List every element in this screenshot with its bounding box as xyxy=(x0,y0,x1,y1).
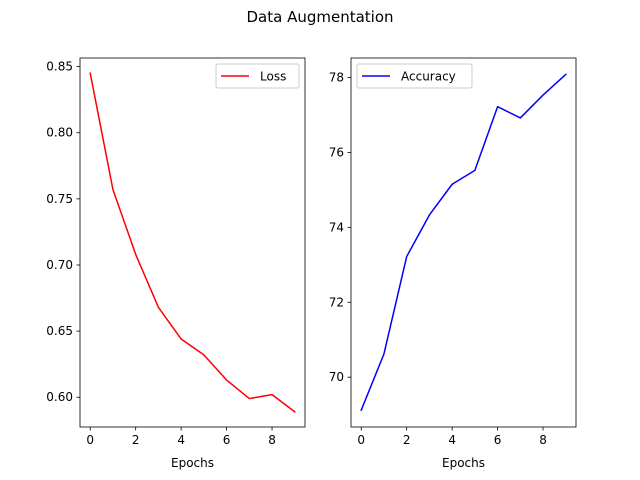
x-tick-label: 4 xyxy=(448,433,456,447)
x-tick-label: 0 xyxy=(86,433,94,447)
legend: Loss xyxy=(215,63,300,89)
legend-label: Loss xyxy=(260,70,286,84)
y-tick-label: 0.80 xyxy=(46,126,73,140)
x-axis-label: Epochs xyxy=(171,456,214,470)
y-tick-label: 0.60 xyxy=(46,390,73,404)
y-tick-label: 74 xyxy=(329,220,344,234)
axes-frame xyxy=(350,57,577,428)
y-tick-label: 76 xyxy=(329,145,344,159)
legend-box xyxy=(356,63,473,89)
series-line-loss xyxy=(89,72,296,413)
x-tick-label: 2 xyxy=(403,433,411,447)
x-tick-label: 6 xyxy=(223,433,231,447)
legend-label: Accuracy xyxy=(401,70,456,84)
y-tick-label: 72 xyxy=(329,295,344,309)
x-tick-label: 8 xyxy=(539,433,547,447)
y-tick-label: 0.65 xyxy=(46,324,73,338)
y-tick-label: 0.85 xyxy=(46,60,73,74)
x-tick-label: 6 xyxy=(494,433,502,447)
y-tick-label: 0.70 xyxy=(46,258,73,272)
axes-frame xyxy=(79,57,306,428)
legend-box xyxy=(215,63,300,89)
x-tick-label: 8 xyxy=(268,433,276,447)
y-tick-label: 78 xyxy=(329,70,344,84)
y-tick-label: 70 xyxy=(329,370,344,384)
series-line-accuracy xyxy=(360,73,567,412)
x-tick-label: 0 xyxy=(357,433,365,447)
x-axis-label: Epochs xyxy=(442,456,485,470)
y-tick-label: 0.75 xyxy=(46,192,73,206)
loss-plot: 0 2 4 6 8 0.60 0.65 0.70 0.75 0.80 0.85 Epochs Loss xyxy=(46,57,306,470)
figure-title: Data Augmentation xyxy=(246,8,393,26)
x-tick-label: 2 xyxy=(132,433,140,447)
x-tick-label: 4 xyxy=(177,433,185,447)
legend: Accuracy xyxy=(356,63,473,89)
